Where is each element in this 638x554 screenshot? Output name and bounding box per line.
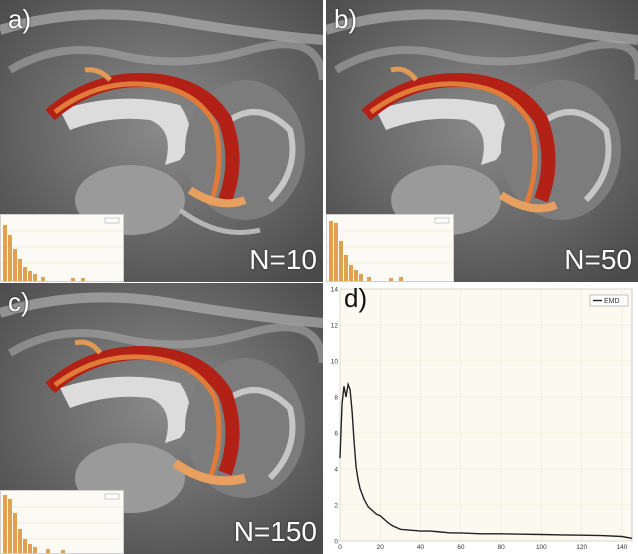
x-tick-label: 40 bbox=[417, 544, 425, 551]
x-tick-label: 140 bbox=[617, 544, 628, 551]
y-tick-label: 4 bbox=[334, 467, 338, 474]
legend-entry: EMD bbox=[604, 298, 620, 305]
y-tick-label: 10 bbox=[331, 359, 339, 366]
y-tick-label: 6 bbox=[334, 431, 338, 438]
x-tick-label: 100 bbox=[536, 544, 547, 551]
histogram-inset bbox=[0, 490, 124, 554]
iteration-label: N=150 bbox=[233, 516, 317, 547]
emd-series-line bbox=[339, 381, 633, 539]
x-tick-label: 60 bbox=[457, 544, 465, 551]
x-tick-label: 80 bbox=[497, 544, 505, 551]
y-tick-label: 0 bbox=[334, 539, 338, 546]
histogram-inset bbox=[0, 214, 124, 282]
mri-sagittal-image bbox=[0, 283, 323, 554]
plot-area bbox=[339, 288, 633, 542]
panel-label: c) bbox=[8, 287, 30, 317]
x-tick-label: 120 bbox=[576, 544, 587, 551]
mri-panel-a: a) N=10 bbox=[0, 0, 323, 282]
legend-box bbox=[589, 294, 629, 307]
y-tick-label: 12 bbox=[331, 323, 339, 330]
x-tick-label: 0 bbox=[338, 544, 342, 551]
panel-label: a) bbox=[8, 4, 32, 34]
iteration-label: N=10 bbox=[249, 244, 317, 275]
iteration-label: N=50 bbox=[564, 244, 632, 275]
y-tick-label: 14 bbox=[331, 287, 339, 294]
mri-panel-c: c) N=150 bbox=[0, 283, 323, 554]
mri-sagittal-image bbox=[326, 0, 638, 282]
histogram-inset bbox=[326, 214, 454, 282]
panel-label: d) bbox=[344, 283, 368, 313]
panel-label: b) bbox=[334, 4, 358, 34]
mri-panel-b: b) N=50 bbox=[326, 0, 638, 282]
y-tick-label: 8 bbox=[334, 395, 338, 402]
emd-chart-panel: 0 2 4 6 8 10 12 14 0 20 40 60 80 100 120 140 EMD d) bbox=[326, 283, 638, 554]
y-tick-label: 2 bbox=[334, 503, 338, 510]
x-tick-label: 20 bbox=[377, 544, 385, 551]
